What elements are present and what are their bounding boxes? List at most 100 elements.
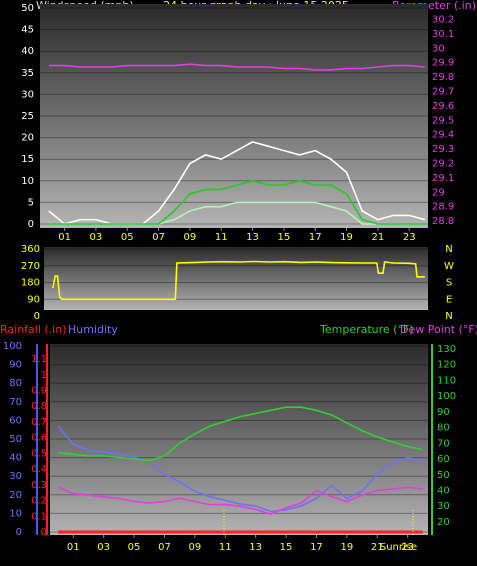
y3-tick-label: 0.4 — [31, 464, 47, 475]
x-tick-label: 15 — [280, 542, 293, 553]
y3-tick-label: 0.6 — [31, 433, 47, 444]
x-tick-label: 17 — [309, 232, 322, 243]
x-tick-label: 23 — [401, 542, 414, 553]
y-tick-label: 90 — [27, 294, 40, 305]
y-tick-label: 70 — [9, 397, 22, 408]
x-tick-label: 05 — [128, 542, 141, 553]
x-tick-label: 19 — [340, 232, 353, 243]
y-tick-label: 40 — [9, 453, 22, 464]
y2-tick-label: 70 — [437, 438, 450, 449]
y3-tick-label: 0.8 — [31, 401, 47, 412]
x-tick-label: 07 — [152, 232, 165, 243]
y3-tick-label: 0.9 — [31, 385, 47, 396]
y3-tick-label: 0.1 — [31, 511, 47, 522]
legend-label: Rainfall (.in) — [0, 323, 67, 336]
y2-tick-label: 60 — [437, 454, 450, 465]
plot-area — [44, 247, 428, 310]
y3-tick-label: 0.3 — [31, 480, 47, 491]
x-tick-label: 05 — [121, 232, 134, 243]
x-tick-label: 17 — [310, 542, 323, 553]
x-tick-label: 23 — [403, 232, 416, 243]
x-tick-label: 07 — [158, 542, 171, 553]
y3-tick-label: 0 — [41, 527, 47, 538]
x-tick-label: 21 — [372, 232, 385, 243]
y-tick-label: 180 — [21, 278, 40, 289]
y2-tick-label: N — [445, 244, 452, 255]
y3-tick-label: 1.1 — [31, 354, 47, 365]
x-tick-label: 03 — [90, 232, 103, 243]
x-tick-label: 01 — [58, 232, 71, 243]
series-line — [58, 406, 423, 462]
y3-tick-label: 0.7 — [31, 417, 47, 428]
y-tick-label: 30 — [21, 89, 34, 100]
annotation: Sunrise — [380, 542, 417, 553]
y2-tick-label: 30.2 — [432, 15, 454, 26]
y-tick-label: 35 — [21, 68, 34, 79]
y-tick-label: 270 — [21, 261, 40, 272]
y2-tick-label: 28.8 — [432, 216, 454, 227]
x-tick-label: 13 — [246, 232, 259, 243]
y2-tick-label: 40 — [437, 485, 450, 496]
y2-tick-label: 29 — [432, 187, 445, 198]
y-tick-label: 90 — [9, 360, 22, 371]
y2-tick-label: 29.5 — [432, 115, 454, 126]
x-tick-label: 03 — [97, 542, 110, 553]
y-tick-label: 80 — [9, 378, 22, 389]
x-tick-label: 01 — [67, 542, 80, 553]
series-line — [52, 260, 425, 301]
y-tick-label: 0 — [34, 311, 40, 322]
x-tick-label: 09 — [184, 232, 197, 243]
y2-tick-label: 30 — [437, 501, 450, 512]
y2-tick-label: 80 — [437, 423, 450, 434]
y-tick-label: 30 — [9, 471, 22, 482]
y-tick-label: 10 — [21, 176, 34, 187]
y2-tick-label: 29.1 — [432, 173, 454, 184]
y2-tick-label: 50 — [437, 470, 450, 481]
legend-label: Dew Point (°F) — [400, 323, 477, 336]
x-tick-label: 19 — [340, 542, 353, 553]
y-tick-label: 40 — [21, 46, 34, 57]
series-line — [48, 179, 425, 225]
y-tick-label: 0 — [28, 219, 34, 230]
y2-tick-label: S — [446, 278, 452, 289]
y-tick-label: 50 — [9, 434, 22, 445]
y3-tick-label: 0.2 — [31, 496, 47, 507]
y-tick-label: 25 — [21, 111, 34, 122]
y2-tick-label: N — [445, 311, 452, 322]
y2-tick-label: 100 — [437, 391, 456, 402]
x-tick-label: 11 — [215, 232, 228, 243]
y-tick-label: 15 — [21, 154, 34, 165]
legend-label: Humidity — [68, 323, 118, 336]
y2-tick-label: 90 — [437, 407, 450, 418]
y-tick-label: 360 — [21, 244, 40, 255]
y2-tick-label: 28.9 — [432, 202, 454, 213]
y-tick-label: 45 — [21, 25, 34, 36]
y2-tick-label: 29.2 — [432, 159, 454, 170]
y-tick-label: 0 — [16, 527, 22, 538]
y2-tick-label: 30.1 — [432, 29, 454, 40]
y-tick-label: 10 — [9, 508, 22, 519]
legend-label: Temperature (°F) — [319, 323, 414, 336]
y2-tick-label: 29.3 — [432, 144, 454, 155]
y3-tick-label: 0.5 — [31, 448, 47, 459]
plot-area — [40, 4, 428, 228]
series-line — [48, 63, 425, 71]
y2-tick-label: 29.6 — [432, 101, 454, 112]
x-tick-label: 09 — [188, 542, 201, 553]
x-tick-label: 11 — [219, 542, 232, 553]
series-line — [57, 425, 423, 513]
y3-tick-label: 1 — [41, 370, 47, 381]
y2-tick-label: 29.4 — [432, 130, 454, 141]
y2-tick-label: 110 — [437, 375, 456, 386]
y2-tick-label: 130 — [437, 344, 456, 355]
y-tick-label: 100 — [3, 341, 22, 352]
y-tick-label: 5 — [28, 197, 34, 208]
y2-tick-label: 29.7 — [432, 87, 454, 98]
y2-tick-label: 30 — [432, 43, 445, 54]
x-tick-label: 15 — [278, 232, 291, 243]
y2-tick-label: E — [446, 294, 452, 305]
y-tick-label: 20 — [21, 133, 34, 144]
series-line — [57, 486, 423, 515]
